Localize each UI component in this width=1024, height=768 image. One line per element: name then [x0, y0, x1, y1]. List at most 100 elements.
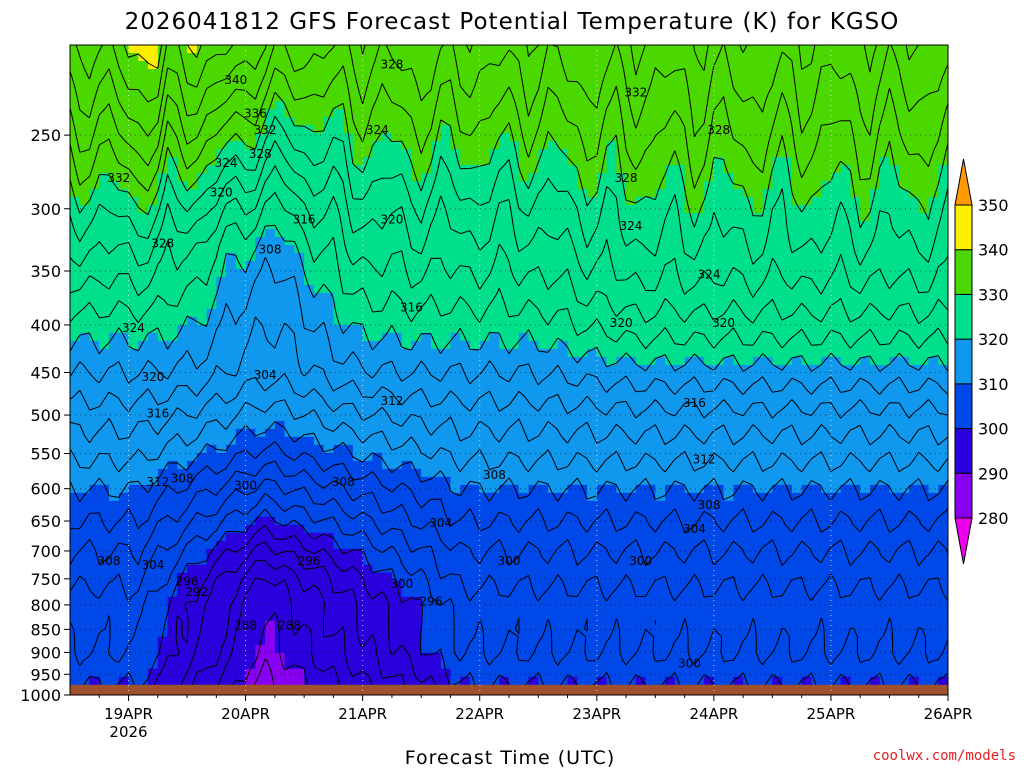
- band-cell: [99, 228, 110, 238]
- band-cell: [226, 428, 237, 438]
- band-cell: [918, 188, 930, 198]
- band-cell: [450, 348, 461, 358]
- band-cell: [889, 324, 900, 334]
- band-cell: [840, 53, 852, 62]
- band-cell: [645, 188, 656, 198]
- band-cell: [401, 244, 413, 254]
- band-cell: [313, 484, 325, 494]
- band-cell: [772, 356, 783, 366]
- band-cell: [469, 228, 481, 238]
- band-cell: [577, 380, 588, 390]
- band-cell: [450, 444, 461, 454]
- band-cell: [479, 140, 491, 150]
- band-cell: [421, 268, 432, 278]
- band-cell: [177, 476, 188, 486]
- band-cell: [577, 388, 588, 398]
- band-cell: [323, 124, 334, 134]
- band-cell: [791, 388, 803, 398]
- band-cell: [918, 428, 930, 438]
- band-cell: [908, 340, 920, 350]
- band-cell: [157, 204, 169, 214]
- band-cell: [255, 308, 266, 318]
- band-cell: [79, 324, 91, 334]
- band-cell: [304, 316, 315, 326]
- band-cell: [118, 252, 130, 262]
- band-cell: [889, 284, 900, 294]
- band-cell: [694, 76, 705, 86]
- band-cell: [928, 300, 939, 310]
- band-cell: [235, 396, 247, 406]
- band-cell: [840, 172, 852, 182]
- band-cell: [782, 436, 793, 446]
- band-cell: [79, 484, 91, 494]
- band-cell: [333, 124, 344, 134]
- band-cell: [70, 444, 81, 454]
- band-cell: [382, 180, 393, 190]
- band-cell: [343, 436, 354, 446]
- band-cell: [89, 284, 100, 294]
- band-cell: [782, 196, 793, 206]
- band-cell: [860, 212, 871, 222]
- band-cell: [889, 252, 900, 262]
- band-cell: [489, 436, 500, 446]
- band-cell: [528, 100, 539, 110]
- band-cell: [499, 68, 510, 78]
- band-cell: [333, 92, 344, 102]
- band-cell: [362, 404, 374, 414]
- band-cell: [743, 396, 754, 406]
- band-cell: [391, 444, 403, 454]
- band-cell: [509, 388, 520, 398]
- band-cell: [811, 452, 822, 462]
- band-cell: [840, 140, 852, 150]
- band-cell: [450, 396, 461, 406]
- band-cell: [606, 100, 617, 110]
- band-cell: [938, 92, 948, 102]
- band-cell: [362, 364, 374, 374]
- band-cell: [733, 244, 744, 254]
- band-cell: [772, 172, 783, 182]
- band-cell: [323, 196, 334, 206]
- band-cell: [274, 68, 286, 78]
- band-cell: [372, 60, 383, 70]
- band-cell: [743, 92, 754, 102]
- band-cell: [118, 148, 130, 158]
- band-cell: [226, 60, 237, 70]
- band-cell: [440, 68, 452, 78]
- band-cell: [226, 468, 237, 478]
- band-cell: [723, 45, 734, 54]
- band-cell: [372, 284, 383, 294]
- band-cell: [655, 124, 666, 134]
- band-cell: [733, 45, 744, 54]
- band-cell: [265, 84, 276, 94]
- band-cell: [616, 356, 627, 366]
- band-cell: [157, 484, 169, 494]
- band-cell: [938, 228, 948, 238]
- band-cell: [713, 332, 725, 342]
- band-cell: [596, 76, 608, 86]
- band-cell: [499, 188, 510, 198]
- band-cell: [362, 92, 374, 102]
- band-cell: [694, 348, 705, 358]
- band-cell: [499, 292, 510, 302]
- band-cell: [89, 196, 100, 206]
- band-cell: [128, 396, 139, 406]
- band-cell: [704, 260, 715, 270]
- band-cell: [587, 212, 598, 222]
- band-cell: [899, 76, 910, 86]
- band-cell: [694, 116, 705, 126]
- band-cell: [479, 68, 491, 78]
- band-cell: [918, 372, 930, 382]
- band-cell: [577, 292, 588, 302]
- band-cell: [762, 260, 773, 270]
- band-cell: [626, 84, 637, 94]
- band-cell: [733, 188, 744, 198]
- band-cell: [167, 196, 178, 206]
- band-cell: [606, 340, 617, 350]
- band-cell: [109, 172, 120, 182]
- band-cell: [528, 404, 539, 414]
- band-cell: [109, 124, 120, 134]
- band-cell: [489, 268, 500, 278]
- band-cell: [313, 92, 325, 102]
- band-cell: [606, 308, 617, 318]
- band-cell: [313, 116, 325, 126]
